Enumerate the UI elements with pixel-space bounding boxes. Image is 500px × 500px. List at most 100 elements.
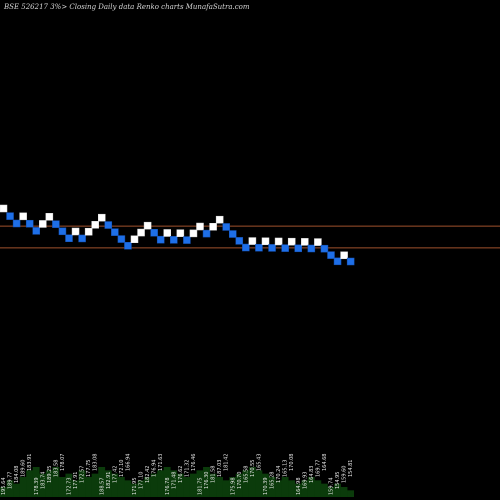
renko-brick-up (71, 227, 80, 236)
tick-label: 183.91 (27, 454, 33, 472)
renko-brick-down (242, 243, 250, 252)
renko-brick-down (294, 244, 302, 253)
renko-brick-down (235, 237, 244, 245)
tick-label: 172.57 (80, 466, 86, 484)
tick-label: 177.75 (86, 460, 92, 478)
renko-brick-up (163, 229, 171, 237)
tick-label: 159.60 (342, 466, 348, 484)
tick-label: 176.30 (204, 472, 210, 490)
renko-brick-up (287, 237, 296, 246)
volume-bar (301, 480, 309, 497)
tick-label: 170.55 (250, 460, 256, 478)
renko-brick-up (189, 229, 198, 238)
tick-label: 165.58 (243, 466, 249, 484)
renko-brick-down (255, 243, 263, 252)
renko-bricks (0, 204, 355, 266)
tick-label: 175.98 (230, 478, 236, 496)
renko-brick-up (314, 238, 322, 246)
renko-brick-up (340, 251, 348, 260)
tick-label: 176.94 (152, 460, 158, 478)
tick-label: 195.64 (1, 478, 7, 496)
renko-brick-down (281, 244, 289, 252)
tick-label: 171.95 (132, 478, 138, 496)
renko-brick-down (117, 235, 126, 243)
renko-brick-down (65, 234, 73, 242)
volume-bar (13, 483, 20, 497)
volume-bar (19, 477, 27, 497)
renko-brick-down (229, 230, 237, 238)
tick-label: 184.08 (14, 466, 20, 484)
renko-brick-down (307, 244, 316, 253)
tick-label: 165.43 (256, 454, 262, 472)
volume-bar (32, 467, 40, 497)
tick-label: 169.93 (302, 472, 308, 490)
renko-brick-down (25, 219, 34, 228)
volume-bar (45, 470, 53, 497)
volume-bar (320, 483, 328, 497)
volume-bar (98, 467, 106, 497)
tick-label: 181.42 (224, 454, 230, 472)
volume-bar (144, 477, 151, 497)
renko-brick-down (52, 220, 60, 228)
renko-brick-up (91, 221, 99, 229)
renko-brick-up (130, 235, 139, 244)
tick-label: 183.58 (53, 460, 59, 478)
tick-label: 170.70 (237, 472, 243, 490)
volume-bar (255, 470, 263, 497)
tick-label: 187.03 (217, 460, 223, 478)
renko-brick-down (222, 223, 230, 231)
tick-label: 176.78 (165, 478, 171, 496)
volume-bars (0, 467, 354, 497)
renko-brick-down (32, 227, 40, 235)
tick-label: 165.13 (283, 460, 289, 478)
tick-label: 176.46 (191, 454, 197, 472)
renko-brick-up (84, 227, 93, 236)
volume-bar (163, 467, 171, 497)
volume-bar (104, 470, 112, 497)
renko-brick-up (98, 213, 106, 222)
chart-title: BSE 526217 3%> Closing Daily data Renko … (4, 3, 250, 11)
volume-bar (235, 473, 243, 497)
tick-label: 188.57 (99, 478, 105, 496)
volume-bar (189, 473, 197, 497)
volume-bar (209, 473, 217, 497)
renko-brick-down (58, 227, 67, 236)
volume-bar (203, 467, 210, 497)
volume-bar (327, 487, 335, 497)
tick-label: 176.62 (178, 466, 184, 484)
volume-bar (39, 473, 47, 497)
tick-label: 177.10 (139, 472, 145, 490)
volume-bar (275, 480, 282, 497)
tick-label: 178.39 (34, 478, 40, 496)
tick-label: 169.77 (315, 460, 321, 478)
renko-brick-down (6, 212, 14, 220)
tick-label: 170.24 (276, 466, 282, 484)
volume-bar (262, 473, 269, 497)
tick-label: 166.94 (125, 454, 131, 472)
renko-brick-up (176, 229, 185, 237)
volume-bar (242, 470, 250, 497)
renko-brick-up (39, 220, 47, 228)
volume-bar (229, 477, 237, 497)
tick-label: 181.75 (198, 478, 204, 496)
tick-label: 183.08 (93, 454, 99, 472)
renko-brick-up (45, 213, 54, 221)
tick-label: 154.81 (348, 460, 354, 478)
tick-label: 171.32 (184, 460, 190, 478)
volume-bar (216, 477, 223, 497)
volume-bar (157, 470, 165, 497)
volume-bar (58, 477, 66, 497)
tick-label: 182.91 (106, 472, 112, 490)
volume-bar (176, 473, 184, 497)
volume-bar (170, 470, 178, 497)
tick-label: 181.58 (211, 466, 217, 484)
volume-bar (131, 483, 138, 497)
renko-brick-up (261, 237, 270, 246)
renko-brick-up (274, 237, 283, 246)
renko-brick-down (327, 251, 335, 259)
volume-bar (0, 487, 7, 497)
renko-brick-up (196, 222, 204, 231)
tick-label: 172.10 (119, 460, 125, 478)
